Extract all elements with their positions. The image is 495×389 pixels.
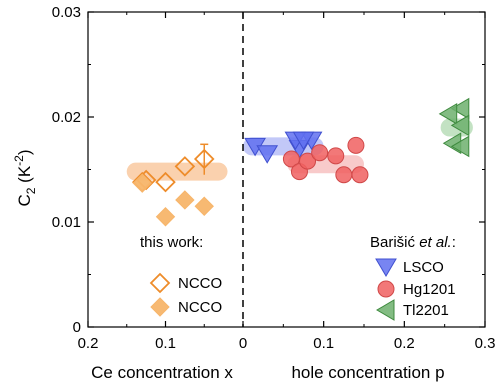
legend-label: NCCO (178, 275, 222, 292)
y-axis-label: C2 (K-2) (12, 149, 38, 206)
legend-marker (375, 258, 397, 277)
hg1201-point (351, 166, 369, 184)
ncco-point (155, 171, 176, 193)
tl2201-point (450, 97, 470, 120)
lsco-point (292, 131, 315, 151)
legend-label: LSCO (403, 259, 444, 276)
hg1201-point (335, 166, 353, 184)
y-tick-label: 0.02 (52, 109, 81, 126)
hg1201-point (347, 136, 365, 154)
legend-label: NCCO (178, 299, 222, 316)
x-axis-label-left: Ce concentration x (91, 363, 233, 382)
x-axis-label-right: hole concentration p (291, 363, 444, 382)
tick-labels: 0 0.01 0.02 0.03 0.2 0.1 0 0.1 0.2 0.3 (52, 4, 495, 352)
legend: NCCO NCCO LSCO Hg1201 Tl2201 (149, 258, 456, 321)
y-tick-label: 0.03 (52, 4, 81, 21)
legend-heading-right: Barišić et al.: (370, 234, 456, 251)
x-tick-left-label: 0.2 (78, 335, 99, 352)
legend-heading-left: this work: (140, 234, 203, 251)
tl2201-point (450, 135, 470, 158)
x-tick-right-label: 0.2 (394, 335, 415, 352)
legend-marker (149, 272, 171, 294)
x-tick-left-label: 0.1 (155, 335, 176, 352)
legend-marker (377, 280, 395, 298)
x-tick-right-label: 0.1 (313, 335, 334, 352)
tl2201-point (450, 114, 470, 137)
ncco-point (155, 207, 176, 227)
legend-label: Hg1201 (403, 281, 456, 298)
ncco-point (193, 148, 215, 170)
y-tick-label: 0.01 (52, 214, 81, 231)
y-tick-label: 0 (73, 319, 81, 336)
hg1201-point (327, 147, 345, 165)
data-markers (131, 97, 470, 227)
ncco-point (174, 156, 196, 177)
ncco-point (132, 173, 152, 193)
ncco-point (175, 190, 195, 210)
legend-marker (376, 299, 395, 321)
tl2201-point (438, 102, 458, 125)
legend-marker (150, 297, 170, 317)
legend-label: Tl2201 (403, 302, 449, 319)
ncco-point (194, 196, 214, 216)
lsco-point (256, 145, 279, 164)
hg1201-point (299, 152, 317, 170)
axis-ticks (87, 11, 486, 328)
x-tick-right-label: 0 (239, 335, 247, 352)
hg1201-point (311, 144, 329, 162)
x-tick-right-label: 0.3 (475, 335, 495, 352)
